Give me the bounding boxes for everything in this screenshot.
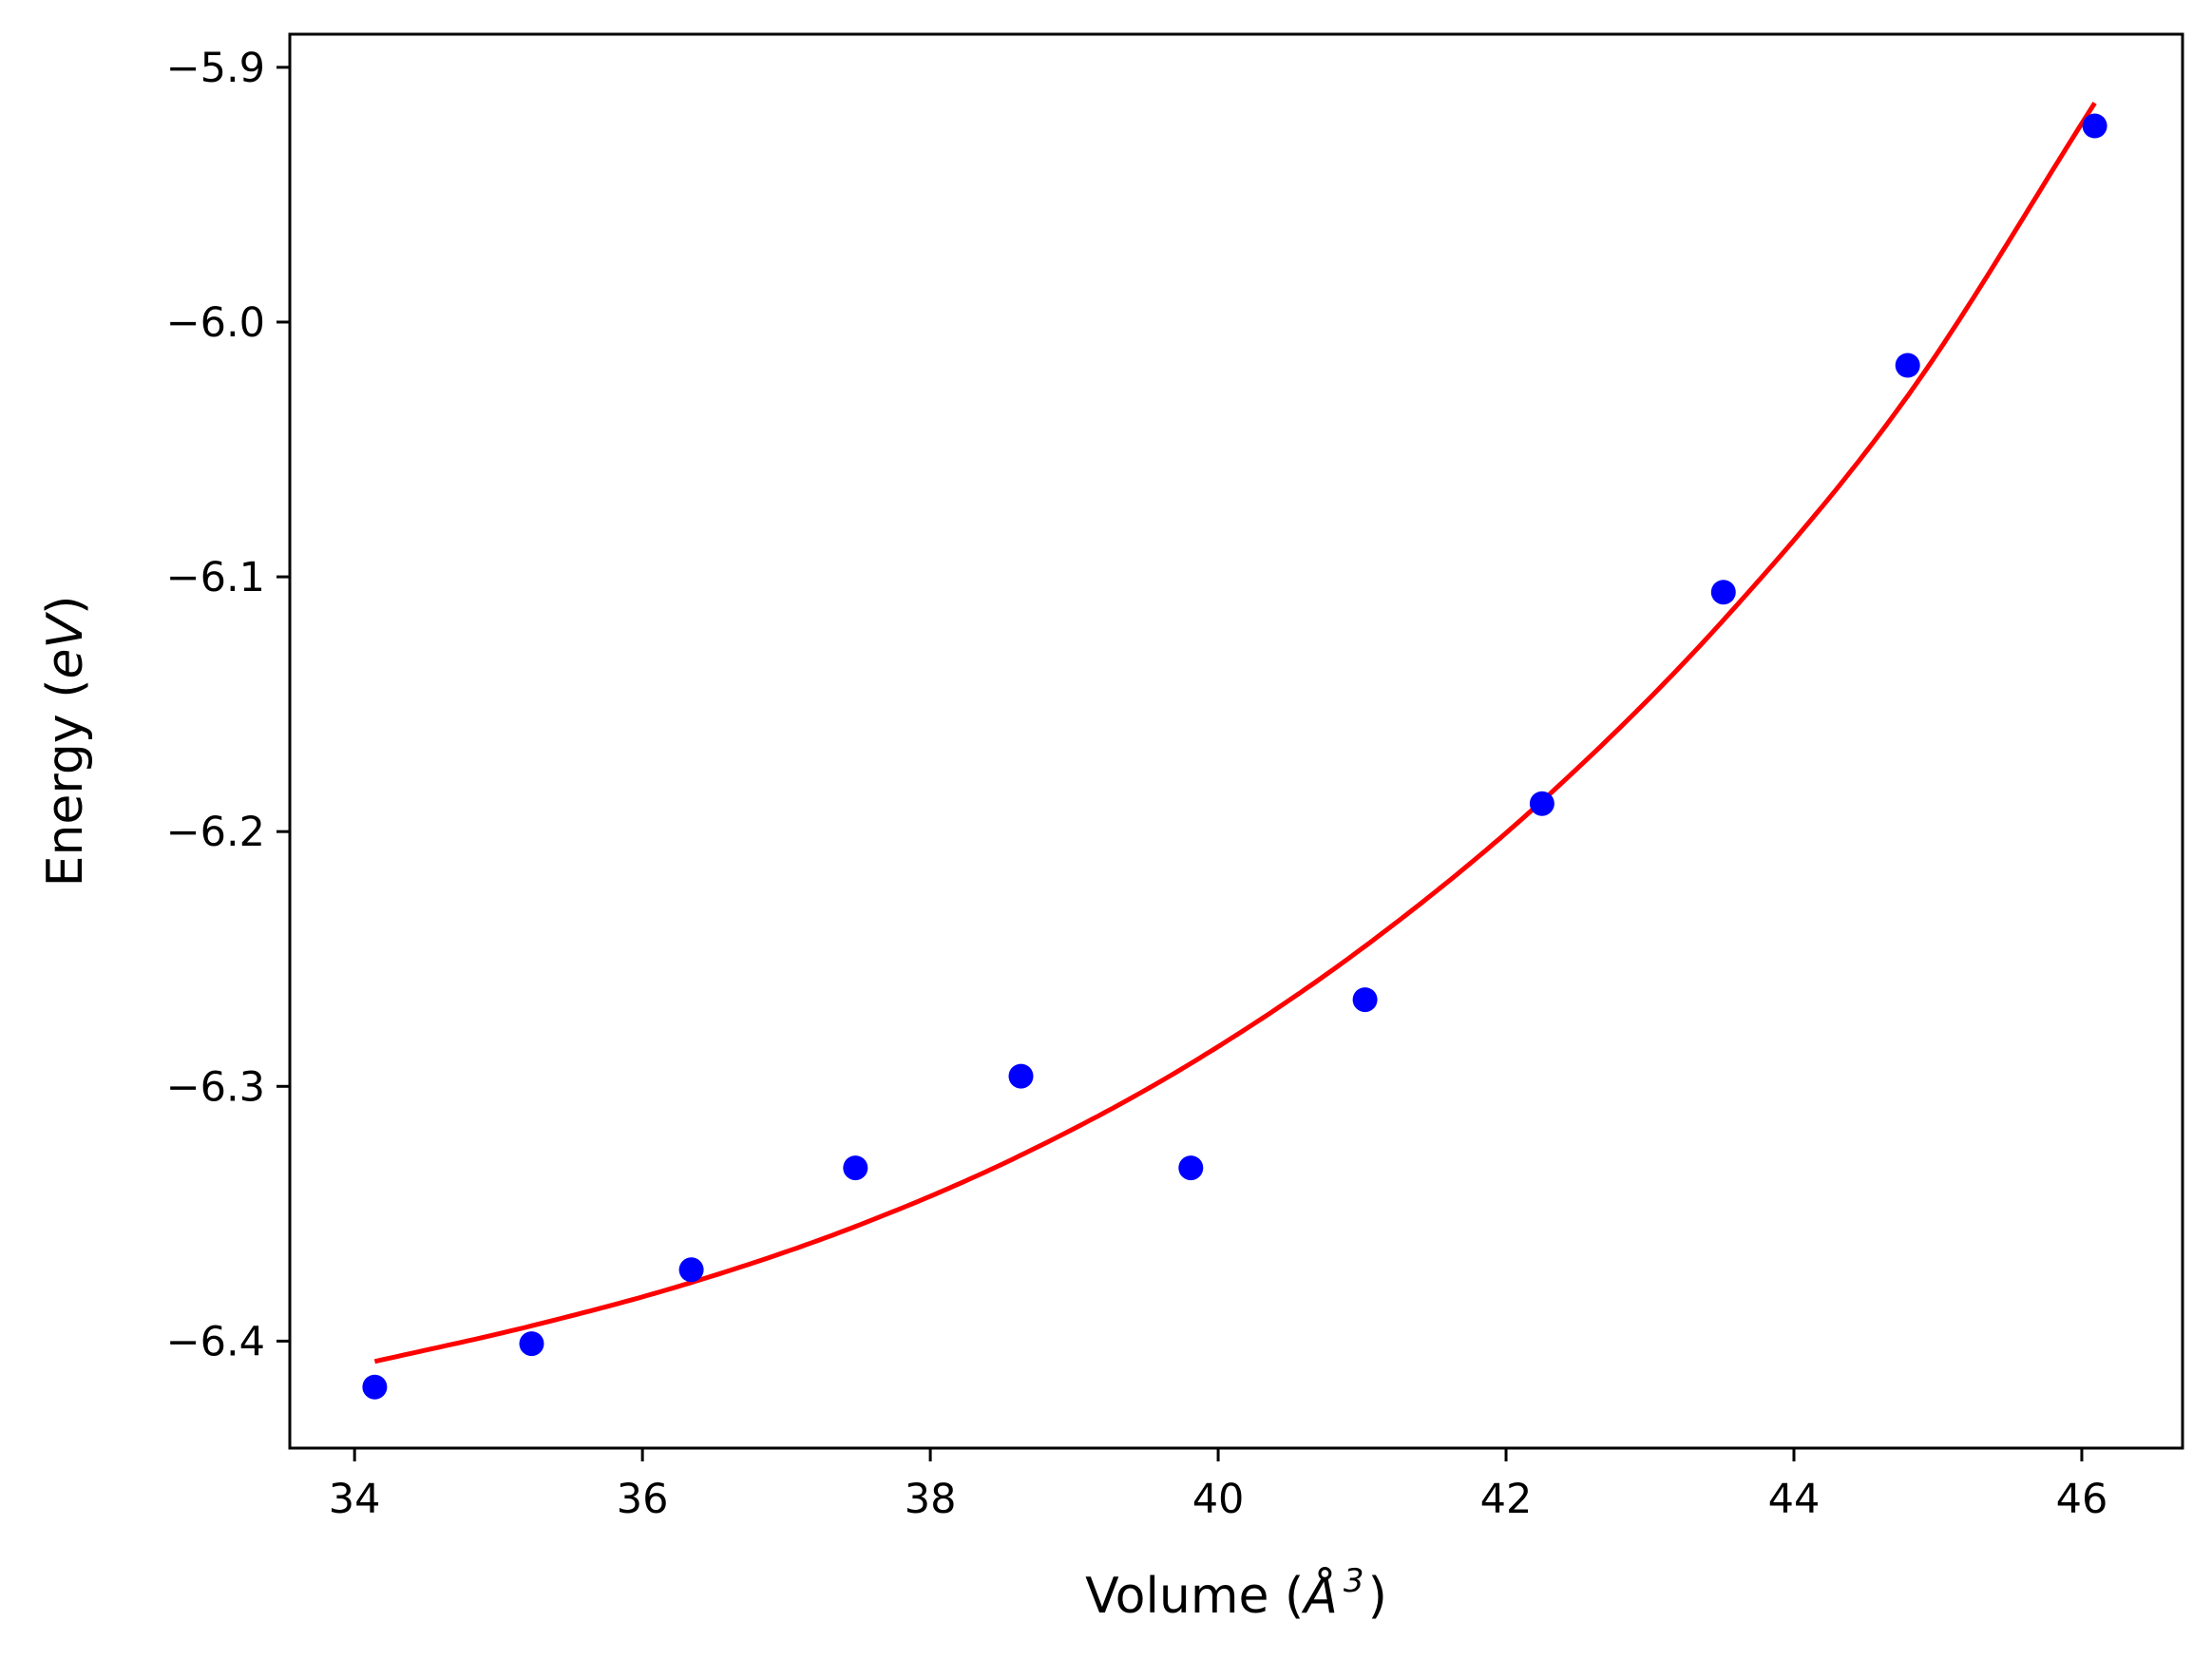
data-point [2082, 113, 2107, 139]
x-tick-label: 40 [1192, 1476, 1245, 1523]
x-tick-label: 34 [329, 1476, 381, 1523]
plot-area [362, 102, 2107, 1400]
y-tick-label: −5.9 [166, 45, 265, 92]
x-tick-label: 46 [2056, 1476, 2108, 1523]
y-axis-label-prefix: Energy ( [37, 679, 94, 887]
data-point [362, 1374, 388, 1400]
data-point [1178, 1155, 1204, 1181]
x-axis-label-exponent: 3 [1344, 1562, 1364, 1600]
x-tick-label: 44 [1768, 1476, 1821, 1523]
y-axis-label-suffix: ) [37, 596, 94, 615]
x-axis-label: Volume (Å 3) [1085, 1562, 1387, 1625]
x-axis-label-symbol: Å [1301, 1566, 1338, 1625]
y-tick-label: −6.4 [166, 1318, 265, 1365]
plot-frame [288, 32, 2184, 1450]
fit-curve [373, 102, 2097, 1364]
x-tick-label: 36 [617, 1476, 669, 1523]
data-point [1710, 580, 1736, 605]
y-tick-label: −6.3 [166, 1063, 265, 1111]
y-axis-label-unit: eV [37, 612, 94, 679]
y-tick-label: −6.0 [166, 299, 265, 347]
data-point [678, 1257, 704, 1283]
x-axis-label-prefix: Volume ( [1085, 1568, 1304, 1625]
data-point [1895, 353, 1920, 378]
x-tick-label: 42 [1480, 1476, 1533, 1523]
data-point [1008, 1063, 1034, 1089]
y-tick-label: −6.1 [166, 554, 265, 601]
data-point [519, 1331, 544, 1357]
x-tick-label: 38 [905, 1476, 957, 1523]
y-axis-label: Energy (eV) [37, 596, 94, 887]
y-axis-ticks: −6.4 −6.3 −6.2 −6.1 −6.0 −5.9 [166, 45, 290, 1365]
x-axis-label-suffix: ) [1368, 1568, 1387, 1625]
data-point [843, 1155, 868, 1181]
x-axis-ticks: 34 36 38 40 42 44 46 [329, 1448, 2108, 1523]
data-point [1352, 987, 1378, 1013]
y-tick-label: −6.2 [166, 809, 265, 856]
data-point [1529, 791, 1554, 816]
